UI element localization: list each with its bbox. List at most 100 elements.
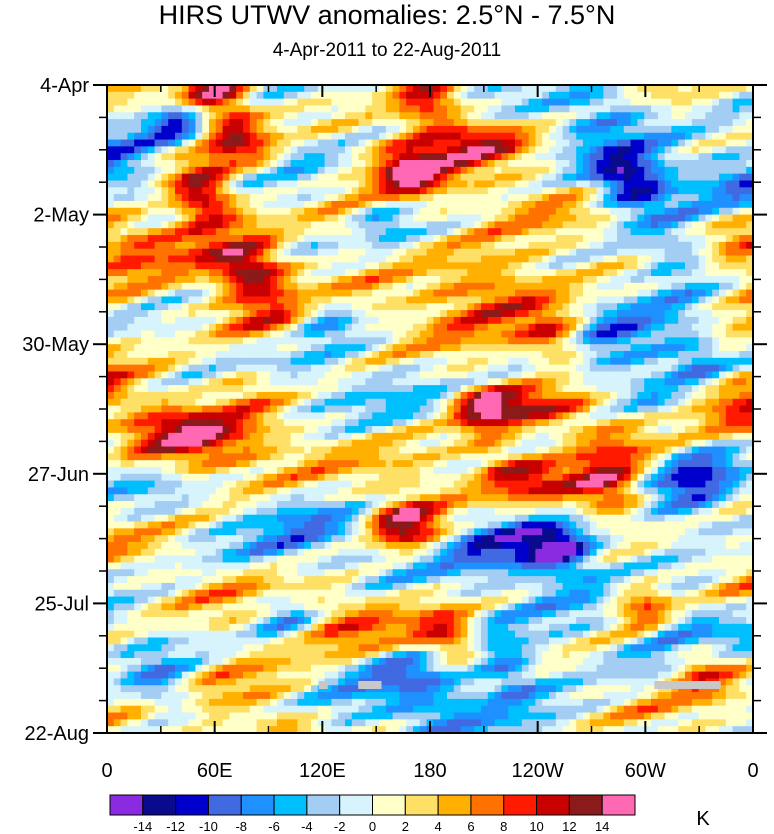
field-cell (202, 337, 210, 345)
anomaly-field (107, 85, 753, 733)
field-cell (433, 262, 441, 270)
field-cell (610, 323, 618, 332)
field-cell (460, 132, 468, 141)
field-cell (440, 426, 448, 434)
field-cell (467, 364, 475, 373)
field-cell (440, 289, 448, 298)
field-cell (555, 194, 564, 202)
field-cell (229, 125, 237, 134)
field-cell (256, 248, 264, 257)
field-cell (664, 398, 672, 407)
field-cell (195, 412, 203, 420)
field-cell (141, 200, 149, 209)
field-cell (161, 289, 169, 298)
field-cell (270, 194, 278, 202)
field-cell (576, 282, 584, 291)
field-cell (712, 255, 720, 263)
field-cell (202, 153, 210, 161)
field-cell (698, 330, 706, 338)
field-cell (610, 85, 618, 93)
field-cell (685, 351, 693, 359)
field-cell (637, 146, 645, 154)
field-cell (256, 146, 264, 154)
field-cell (195, 207, 203, 216)
field-cell (256, 310, 264, 318)
field-cell (297, 391, 305, 400)
field-cell (691, 235, 700, 243)
field-cell (229, 351, 237, 359)
field-cell (290, 351, 298, 359)
field-cell (460, 303, 468, 311)
field-cell (433, 371, 441, 379)
field-cell (617, 419, 625, 427)
field-cell (474, 357, 482, 366)
field-cell (501, 330, 509, 338)
field-cell (630, 371, 638, 379)
field-cell (583, 160, 591, 168)
field-cell (419, 432, 428, 441)
field-cell (610, 160, 618, 168)
field-cell (644, 269, 652, 277)
field-cell (698, 173, 706, 182)
field-cell (610, 364, 618, 373)
field-cell (691, 180, 700, 188)
field-cell (175, 173, 183, 182)
field-cell (732, 296, 740, 304)
field-cell (413, 132, 421, 141)
field-cell (385, 241, 394, 250)
field-cell (338, 228, 346, 236)
field-cell (202, 432, 210, 441)
field-cell (426, 173, 434, 182)
field-cell (209, 214, 217, 223)
field-cell (154, 98, 162, 107)
field-cell (399, 85, 407, 93)
field-cell (311, 153, 319, 161)
field-cell (127, 248, 135, 257)
field-cell (263, 426, 271, 434)
field-cell (583, 153, 591, 161)
field-cell (549, 289, 557, 298)
field-cell (569, 194, 577, 202)
field-cell (583, 125, 591, 134)
field-cell (168, 310, 176, 318)
field-cell (494, 323, 502, 332)
field-cell (617, 351, 625, 359)
field-cell (623, 296, 632, 304)
field-cell (215, 364, 224, 373)
field-cell (209, 166, 217, 175)
field-cell (623, 207, 632, 216)
field-cell (603, 310, 611, 318)
field-cell (270, 228, 278, 236)
field-cell (474, 385, 482, 393)
field-cell (141, 112, 149, 120)
field-cell (562, 173, 570, 182)
field-cell (195, 391, 203, 400)
field-cell (705, 173, 713, 182)
field-cell (712, 221, 720, 229)
field-cell (202, 439, 210, 448)
field-cell (685, 269, 693, 277)
field-cell (317, 330, 326, 338)
field-cell (725, 303, 734, 311)
field-cell (589, 119, 598, 127)
field-cell (188, 166, 196, 175)
field-cell (399, 200, 407, 209)
field-cell (338, 91, 346, 100)
field-cell (719, 385, 727, 393)
field-cell (644, 303, 652, 311)
field-cell (562, 139, 570, 147)
field-cell (617, 200, 625, 209)
field-cell (304, 241, 312, 250)
field-cell (467, 405, 475, 414)
field-cell (542, 351, 550, 359)
field-cell (657, 166, 666, 175)
field-cell (168, 378, 176, 386)
field-cell (195, 351, 203, 359)
field-cell (324, 391, 332, 400)
field-cell (596, 391, 604, 400)
field-cell (508, 207, 516, 216)
field-cell (494, 125, 502, 134)
field-cell (481, 153, 489, 161)
field-cell (610, 337, 618, 345)
field-cell (127, 221, 135, 229)
